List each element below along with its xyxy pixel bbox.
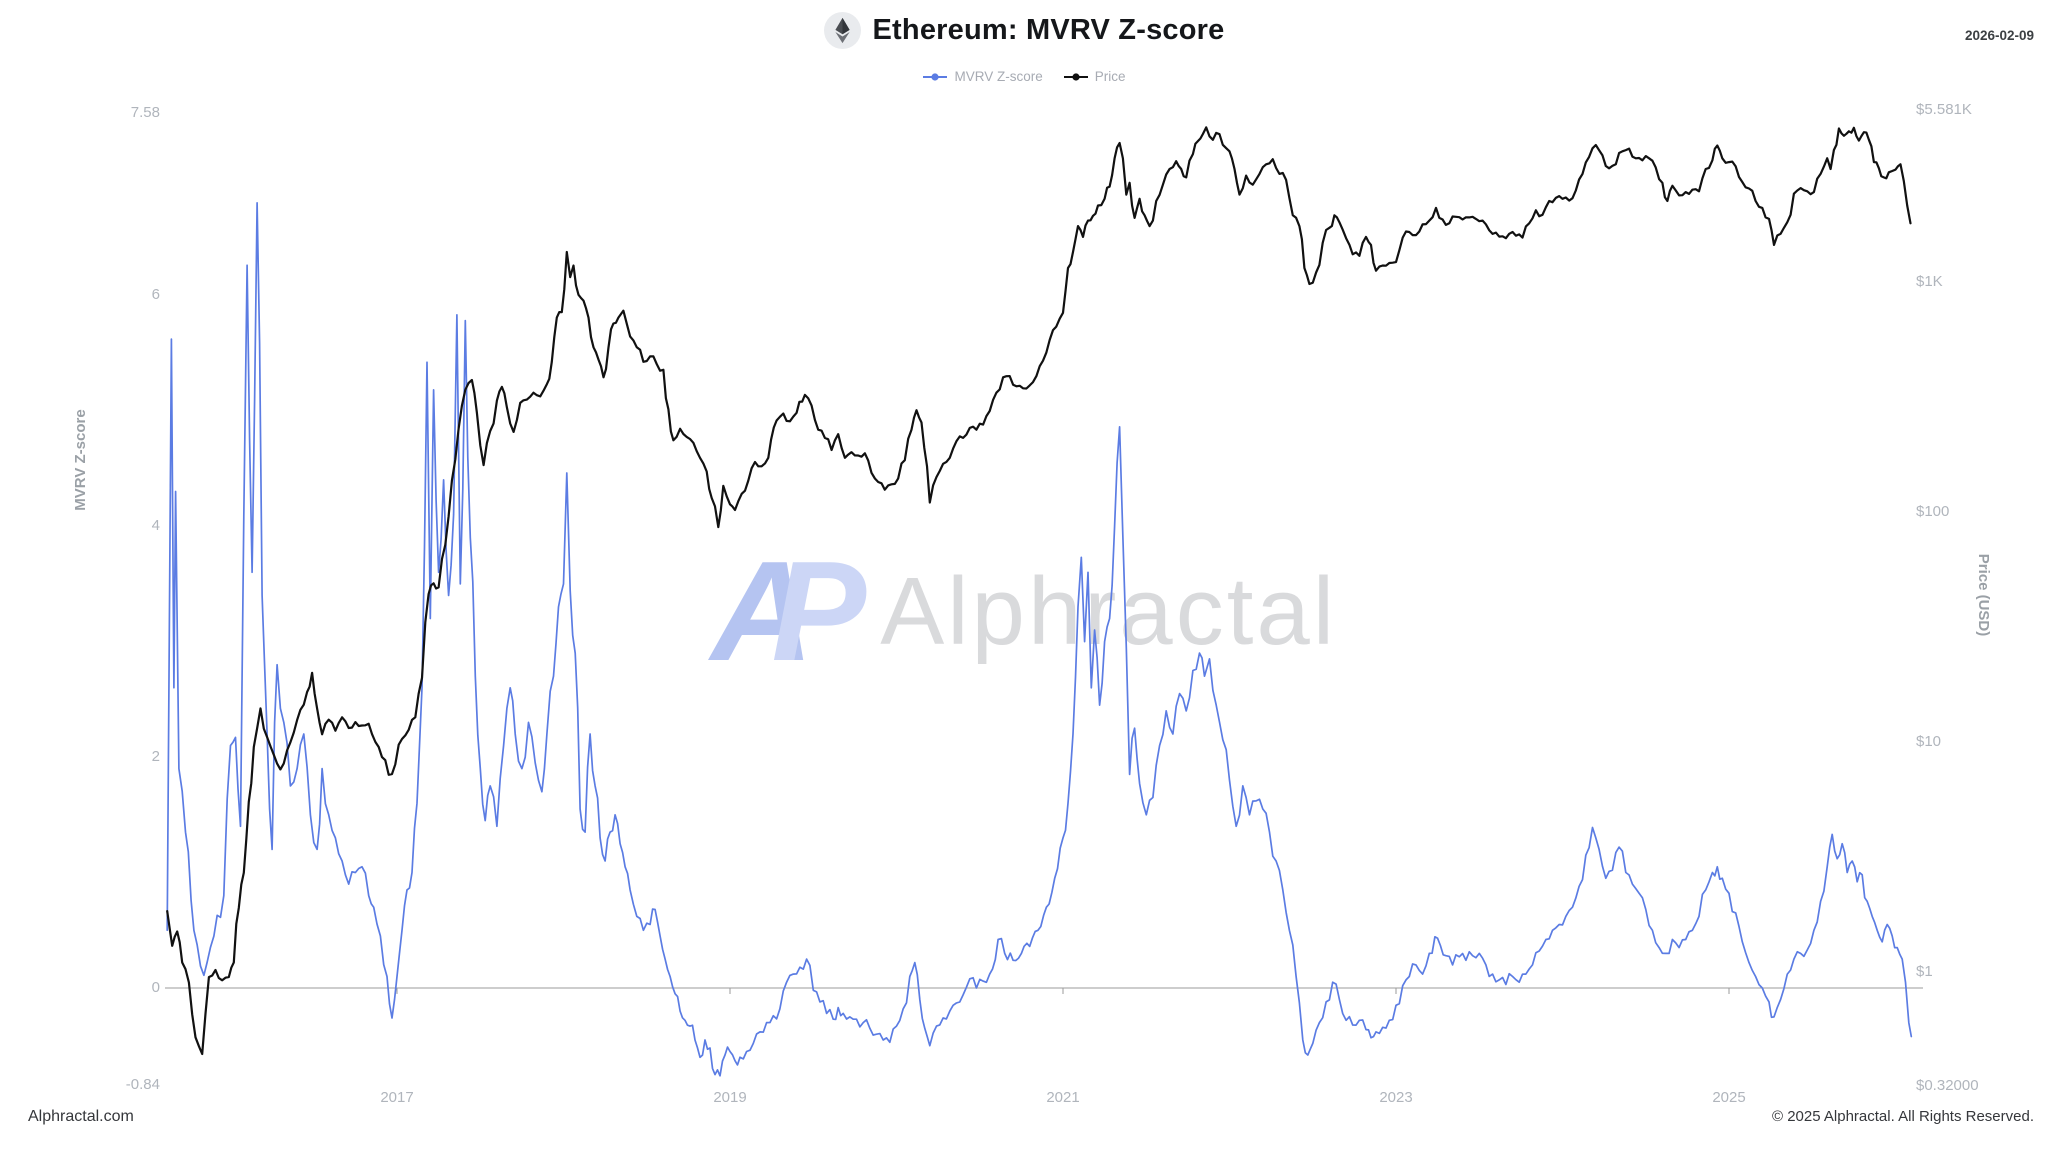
x-axis-ticks-label: 2019 — [713, 1089, 747, 1106]
right-axis-ticks-label: $1K — [1916, 273, 1943, 290]
snapshot-date: 2026-02-09 — [1964, 28, 2034, 43]
legend-label-price: Price — [1094, 69, 1126, 84]
x-axis-ticks-label: 2021 — [1046, 1089, 1080, 1106]
series-line-price — [166, 126, 1912, 1056]
chart-header: Ethereum: MVRV Z-score — [0, 12, 2048, 49]
left-axis-ticks-label: 0 — [151, 979, 160, 996]
x-axis-ticks-label: 2025 — [1712, 1089, 1746, 1106]
legend-label-mvrv: MVRV Z-score — [954, 69, 1043, 84]
x-axis-ticks-label: 2017 — [380, 1089, 414, 1106]
footer-site-label: Alphractal.com — [28, 1108, 134, 1125]
series-line-mvrv-z-score — [166, 201, 1913, 1077]
legend-marker-price-icon — [1063, 72, 1088, 81]
zero-gridline — [165, 987, 1923, 994]
right-axis-ticks-label: $10 — [1916, 733, 1942, 750]
left-axis-ticks-label: -0.84 — [125, 1076, 160, 1093]
legend-item-mvrv[interactable]: MVRV Z-score — [922, 69, 1043, 84]
footer-copyright: © 2025 Alphractal. All Rights Reserved. — [1771, 1108, 2034, 1125]
left-axis-ticks-label: 7.58 — [130, 104, 160, 121]
right-axis-ticks-label: $5.581K — [1916, 101, 1972, 118]
left-axis-ticks-label: 2 — [151, 748, 160, 765]
right-axis-ticks-label: $0.32000 — [1916, 1077, 1979, 1094]
left-axis-ticks-label: 4 — [151, 517, 160, 534]
right-axis-ticks-label: $1 — [1916, 963, 1933, 980]
page-title: Ethereum: MVRV Z-score — [872, 14, 1225, 46]
x-axis-ticks-label: 2023 — [1379, 1089, 1413, 1106]
legend-marker-mvrv-icon — [923, 72, 948, 81]
chart-legend: MVRV Z-score Price — [0, 69, 2048, 84]
left-axis-ticks-label: 6 — [151, 286, 160, 303]
right-axis-ticks-label: $100 — [1916, 503, 1950, 520]
legend-item-price[interactable]: Price — [1063, 69, 1126, 84]
ethereum-icon — [823, 12, 861, 49]
